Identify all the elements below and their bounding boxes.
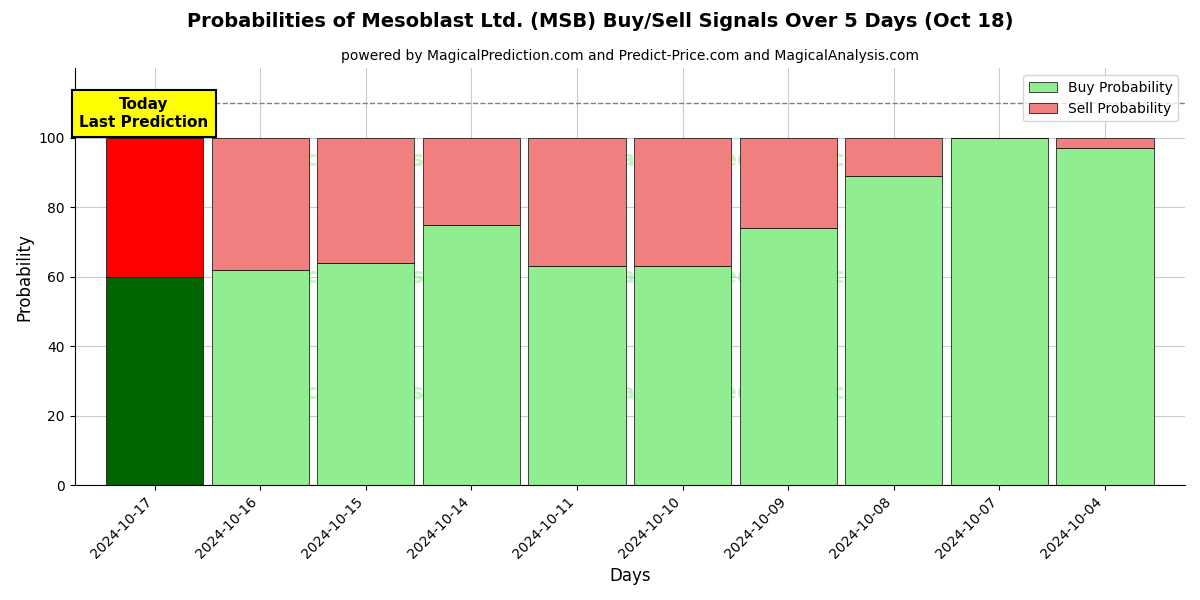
Bar (739, 228, 836, 485)
Bar (317, 138, 414, 263)
Bar (845, 138, 942, 176)
Text: MagicalPrediction.com: MagicalPrediction.com (598, 267, 883, 287)
Bar (422, 224, 520, 485)
Title: powered by MagicalPrediction.com and Predict-Price.com and MagicalAnalysis.com: powered by MagicalPrediction.com and Pre… (341, 49, 919, 63)
Bar (1056, 148, 1153, 485)
Bar (528, 138, 625, 266)
Bar (950, 138, 1048, 485)
Bar (211, 138, 308, 270)
Bar (634, 138, 731, 266)
Text: MagicalAnalysis.com: MagicalAnalysis.com (244, 383, 505, 403)
Text: MagicalAnalysis.com: MagicalAnalysis.com (244, 150, 505, 170)
Y-axis label: Probability: Probability (16, 233, 34, 320)
Text: MagicalAnalysis.com: MagicalAnalysis.com (244, 267, 505, 287)
Text: Today
Last Prediction: Today Last Prediction (79, 97, 209, 130)
X-axis label: Days: Days (610, 567, 650, 585)
Bar (1056, 138, 1153, 148)
Bar (739, 138, 836, 228)
Text: MagicalPrediction.com: MagicalPrediction.com (598, 383, 883, 403)
Bar (845, 176, 942, 485)
Bar (317, 263, 414, 485)
Bar (422, 138, 520, 224)
Bar (528, 266, 625, 485)
Bar (106, 277, 203, 485)
Bar (211, 270, 308, 485)
Bar (106, 138, 203, 277)
Bar (634, 266, 731, 485)
Text: Probabilities of Mesoblast Ltd. (MSB) Buy/Sell Signals Over 5 Days (Oct 18): Probabilities of Mesoblast Ltd. (MSB) Bu… (187, 12, 1013, 31)
Text: MagicalPrediction.com: MagicalPrediction.com (598, 150, 883, 170)
Legend: Buy Probability, Sell Probability: Buy Probability, Sell Probability (1024, 75, 1178, 121)
